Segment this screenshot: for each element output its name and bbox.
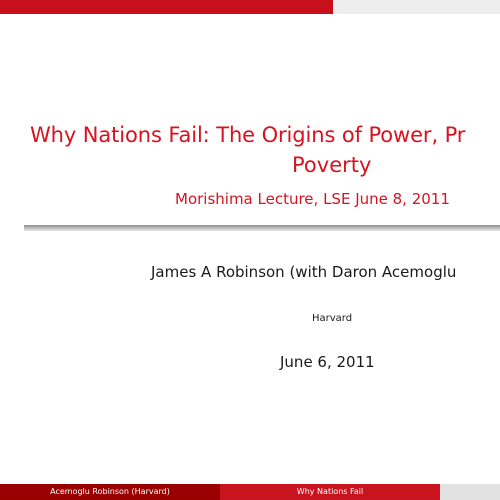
footer-page-area — [440, 484, 500, 500]
footer-authors: Acemoglu Robinson (Harvard) — [0, 484, 220, 500]
footer-short-title: Why Nations Fail — [220, 484, 440, 500]
slide-title-continued: Poverty — [292, 152, 371, 178]
slide-subtitle: Morishima Lecture, LSE June 8, 2011 — [175, 189, 450, 209]
author-line: James A Robinson (with Daron Acemoglu — [151, 262, 456, 282]
footer-bar: Acemoglu Robinson (Harvard) Why Nations … — [0, 484, 500, 500]
title-block: Why Nations Fail: The Origins of Power, … — [0, 108, 500, 220]
date-label: June 6, 2011 — [280, 352, 375, 372]
institute-label: Harvard — [312, 312, 352, 326]
header-bar-left — [0, 0, 333, 14]
title-underline-shadow — [24, 225, 500, 231]
slide-title: Why Nations Fail: The Origins of Power, … — [30, 122, 465, 148]
header-bar-right — [333, 0, 500, 14]
